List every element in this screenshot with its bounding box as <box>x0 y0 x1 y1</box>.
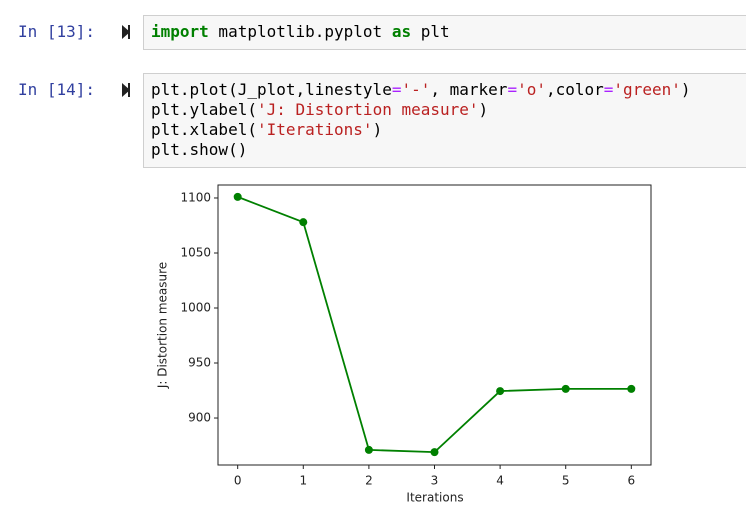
code-line: plt.show() <box>151 140 746 160</box>
data-point <box>430 448 439 457</box>
code-cell: plt.plot(J_plot,linestyle='-', marker='o… <box>143 73 746 168</box>
code-token: 'Iterations' <box>256 120 373 139</box>
code-token: '-' <box>401 80 431 99</box>
plot-frame <box>217 184 652 466</box>
data-point <box>233 192 242 201</box>
code-token: import <box>151 22 209 41</box>
prompt: In [13]: <box>18 22 96 41</box>
code-token: , marker <box>430 80 508 99</box>
code-token: plt <box>411 22 450 41</box>
code-token: 'o' <box>517 80 546 99</box>
run-button[interactable] <box>122 83 130 97</box>
x-tick-label: 6 <box>627 474 635 488</box>
y-tick-label: 1050 <box>180 245 211 259</box>
code-token: plt.show() <box>151 140 248 159</box>
data-point <box>496 387 505 396</box>
code-token: ) <box>680 80 691 99</box>
code-token: matplotlib.pyplot <box>208 22 392 41</box>
data-point <box>561 384 570 393</box>
data-line <box>237 196 632 454</box>
code-token: = <box>603 80 614 99</box>
run-button[interactable] <box>122 25 130 39</box>
x-tick-label: 3 <box>431 474 439 488</box>
code-cell: import matplotlib.pyplot as plt <box>143 15 746 50</box>
y-tick-label: 1000 <box>180 301 211 315</box>
data-point <box>364 445 373 454</box>
code-line: plt.plot(J_plot,linestyle='-', marker='o… <box>151 80 746 100</box>
code-token: ,color <box>545 80 604 99</box>
data-point <box>627 384 636 393</box>
x-tick-label: 4 <box>496 474 504 488</box>
code-token: plt.xlabel( <box>151 120 257 139</box>
code-token: = <box>391 80 402 99</box>
code-line: plt.ylabel('J: Distortion measure') <box>151 100 746 120</box>
x-tick-label: 2 <box>365 474 373 488</box>
x-axis-label: Iterations <box>406 491 463 505</box>
code-token: as <box>391 22 412 41</box>
y-tick-label: 900 <box>188 411 211 425</box>
x-tick-label: 1 <box>299 474 307 488</box>
code-token: ) <box>372 120 383 139</box>
code-token: plt.ylabel( <box>151 100 257 119</box>
code-token: 'green' <box>613 80 681 99</box>
code-token: plt.plot(J_plot,linestyle <box>151 80 392 99</box>
code-line: import matplotlib.pyplot as plt <box>151 22 746 42</box>
data-point <box>299 218 308 227</box>
y-tick-label: 1100 <box>180 190 211 204</box>
code-token: = <box>507 80 518 99</box>
x-tick-label: 0 <box>234 474 242 488</box>
x-tick-label: 5 <box>562 474 570 488</box>
code-token: ) <box>478 100 489 119</box>
prompt: In [14]: <box>18 80 96 99</box>
y-tick-label: 950 <box>188 356 211 370</box>
code-token: 'J: Distortion measure' <box>256 100 479 119</box>
code-line: plt.xlabel('Iterations') <box>151 120 746 140</box>
y-axis-label: J: Distortion measure <box>156 262 170 389</box>
